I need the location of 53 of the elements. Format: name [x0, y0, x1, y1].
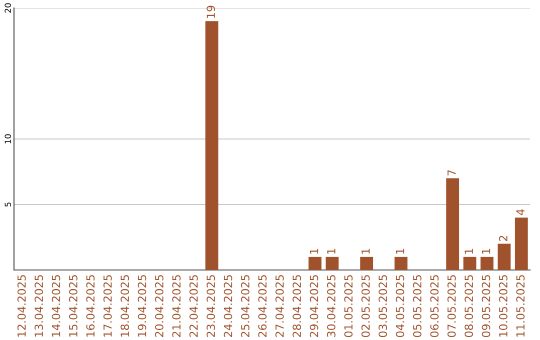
x-tick-label: 05.05.2025 [413, 275, 422, 338]
x-tick-label: 01.05.2025 [344, 275, 353, 338]
data-label: 1 [396, 248, 404, 254]
bar [326, 256, 339, 270]
y-tick-label: 5 [4, 202, 11, 207]
x-tick-label: 24.04.2025 [224, 275, 232, 337]
bar [498, 244, 511, 270]
x-tick-label: 10.05.2025 [499, 275, 508, 337]
data-label: 1 [310, 248, 318, 254]
x-tick-label: 27.04.2025 [275, 275, 284, 337]
data-label: 1 [327, 248, 336, 254]
x-tick-label: 18.04.2025 [120, 275, 130, 337]
bar [394, 256, 408, 270]
x-tick-label: 09.05.2025 [482, 275, 490, 338]
x-tick-label: 07.05.2025 [447, 275, 456, 338]
x-tick-label: 25.04.2025 [241, 275, 250, 337]
x-tick-label: 22.04.2025 [189, 275, 198, 337]
x-tick-label: 02.05.2025 [361, 275, 370, 338]
x-tick-label: 23.04.2025 [206, 275, 216, 337]
x-tick-label: 17.04.2025 [103, 275, 112, 337]
x-tick-label: 19.04.2025 [138, 275, 146, 337]
bar [360, 256, 374, 270]
data-label: 19 [206, 6, 216, 18]
x-tick-label: 26.04.2025 [258, 275, 267, 337]
bar [205, 21, 218, 270]
x-tick-label: 13.04.2025 [34, 275, 44, 337]
x-tick-label: 16.04.2025 [86, 275, 95, 337]
data-label: 4 [516, 209, 524, 216]
x-tick-label: 30.04.2025 [327, 275, 336, 337]
x-tick-label: 15.04.2025 [69, 275, 78, 337]
x-tick-label: 12.04.2025 [17, 275, 26, 337]
bar [446, 178, 460, 270]
y-tick-label: 20 [4, 3, 11, 13]
x-tick-label: 14.04.2025 [52, 275, 60, 337]
bar [308, 256, 322, 270]
data-label: 7 [448, 170, 456, 176]
data-label: 1 [482, 248, 490, 254]
data-label: 2 [499, 236, 508, 242]
x-tick-label: 28.04.2025 [292, 275, 302, 337]
data-label: 1 [464, 248, 473, 254]
bar [480, 256, 494, 270]
x-tick-label: 29.04.2025 [310, 275, 318, 337]
bar [514, 218, 528, 270]
x-tick-label: 21.04.2025 [172, 275, 181, 337]
bar [463, 256, 476, 270]
x-tick-label: 04.05.2025 [396, 275, 404, 338]
x-tick-label: 08.05.2025 [464, 275, 474, 338]
x-tick-label: 06.05.2025 [430, 275, 439, 338]
y-tick-label: 10 [4, 134, 11, 144]
x-tick-label: 03.05.2025 [378, 275, 388, 338]
data-label: 1 [362, 248, 370, 254]
x-tick-label: 20.04.2025 [155, 275, 164, 337]
x-tick-label: 11.05.2025 [516, 275, 525, 337]
